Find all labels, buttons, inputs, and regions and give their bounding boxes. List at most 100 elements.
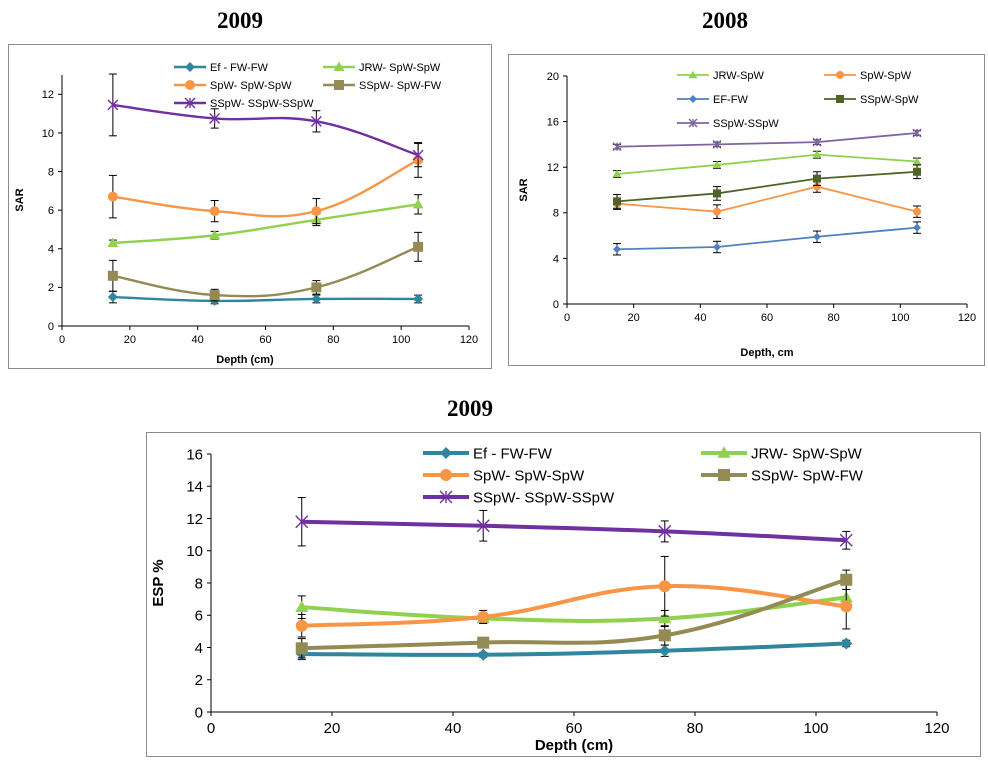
esp2009-y-tick-label: 12 (186, 511, 203, 528)
sar2008-legend-sspw-sspw-swatch-marker (688, 118, 698, 128)
sar2008-series-ef-fw-point (913, 223, 921, 232)
sar2009-series-spw-spw-spw-line (112, 158, 419, 218)
esp2009-series-sspw-spw-fw-point (295, 642, 308, 655)
sar2008-series-sspw-sspw-line (616, 132, 918, 148)
esp-2009-chart-panel: 0 20 40 60 80 100 120 0 2 4 6 8 10 12 14 16 Depth (cm) ES… (146, 432, 981, 757)
esp-2009-chart: 0 20 40 60 80 100 120 0 2 4 6 8 10 12 14 16 Depth (cm) ES… (150, 445, 950, 754)
sar2008-x-tick-label: 40 (694, 312, 706, 324)
sar2009-series-jrw-spw-spw-point (209, 229, 221, 240)
sar2009-series-sspw-sspw-sspw-line (112, 103, 419, 157)
sar2008-y-tick-label: 0 (553, 299, 559, 311)
sar2009-series-ef-fw-fw-point (107, 292, 118, 303)
sar2008-legend-ef-fw-swatch-marker (689, 95, 697, 103)
sar2009-legend-sspw-spw-fw: SSpW- SpW-FW (323, 80, 442, 92)
esp2009-legend-ef-fw-fw: Ef - FW-FW (423, 445, 553, 462)
sar2008-series-jrw-spw-point (612, 169, 622, 178)
sar2009-series-ef-fw-fw-line (112, 295, 419, 303)
sar2009-series-sspw-sspw-sspw-point (209, 112, 221, 124)
sar-2008-chart: 0 20 40 60 80 100 120 0 4 8 12 16 20 Depth, cm SAR JRW-… (518, 70, 976, 359)
sar2008-legend-ef-fw: EF-FW (677, 94, 748, 106)
sar2009-legend-sspw-sspw-sspw-label: SSpW- SSpW-SSpW (210, 98, 314, 110)
sar2009-series-sspw-spw-fw-line (112, 245, 419, 298)
sar2008-series-sspw-spw-line (616, 170, 918, 203)
sar2008-series-jrw-spw (612, 150, 922, 178)
sar2009-legend-sspw-sspw-sspw-swatch-marker (184, 97, 196, 109)
esp2009-x-tick-label: 120 (924, 720, 949, 737)
sar2008-series-ef-fw-line (616, 226, 918, 251)
sar2008-legend-spw-spw-label: SpW-SpW (860, 70, 912, 82)
sar2008-x-tick-label: 20 (628, 312, 640, 324)
esp2009-series-spw-spw-spw-point (477, 610, 490, 623)
esp2009-series-spw-spw-spw-point (840, 600, 853, 613)
esp2009-legend-sspw-sspw-sspw-label: SSpW- SSpW-SSpW (473, 489, 615, 506)
esp2009-series-ef-fw-fw-point (477, 648, 490, 661)
sar2009-y-tick-label: 0 (48, 321, 54, 333)
esp2009-y-tick-label: 10 (186, 543, 203, 560)
sar2008-legend-jrw-spw-swatch-marker (688, 70, 698, 79)
esp2009-series-sspw-spw-fw (295, 569, 853, 659)
sar2008-series-spw-spw-line (616, 185, 918, 213)
sar2008-y-tick-label: 4 (553, 253, 559, 265)
esp2009-series-jrw-spw-spw-point (658, 611, 672, 624)
sar2008-legend-ef-fw-label: EF-FW (713, 94, 748, 106)
esp2009-x-axis-label: Depth (cm) (535, 737, 613, 754)
sar2008-y-axis-label: SAR (518, 178, 530, 201)
sar2008-series-sspw-spw-point (613, 197, 621, 206)
sar2009-series-sspw-sspw-sspw (107, 73, 424, 168)
esp2009-legend-ef-fw-fw-label: Ef - FW-FW (473, 445, 553, 462)
sar2009-legend-jrw-spw-spw-label: JRW- SpW-SpW (359, 62, 441, 74)
esp2009-series-sspw-sspw-sspw (295, 497, 853, 550)
esp2009-legend-spw-spw-spw-label: SpW- SpW-SpW (473, 467, 585, 484)
esp2009-legend-spw-spw-spw-swatch-marker (440, 469, 452, 481)
esp2009-series-sspw-spw-fw-line (301, 577, 847, 651)
sar2008-legend-spw-spw-swatch-marker (836, 71, 844, 79)
sar2009-legend-ef-fw-fw: Ef - FW-FW (174, 62, 268, 74)
esp2009-series-spw-spw-spw-point (658, 580, 671, 593)
sar2008-x-axis-label: Depth, cm (740, 347, 793, 359)
sar2008-legend-sspw-spw-swatch-marker (836, 95, 844, 103)
sar2009-series-sspw-spw-fw (107, 231, 424, 302)
chart-title-sar-2008: 2008 (702, 8, 748, 33)
esp2009-legend-jrw-spw-spw-label: JRW- SpW-SpW (751, 445, 863, 462)
sar2009-legend-jrw-spw-spw-swatch-marker (333, 61, 345, 71)
esp2009-series-sspw-spw-fw-point (840, 573, 853, 586)
esp2009-series-sspw-sspw-sspw-point (295, 515, 309, 529)
sar2008-series-sspw-sspw-point (912, 128, 922, 138)
esp2009-y-tick-label: 4 (195, 640, 203, 657)
sar2009-series-ef-fw-fw (107, 290, 424, 306)
esp2009-series-sspw-sspw-sspw-point (476, 519, 490, 533)
sar-2009-chart: 0 20 40 60 80 100 120 0 2 4 6 8 10 12 Depth (cm) SAR Ef … (14, 61, 478, 366)
esp2009-y-tick-label: 16 (186, 446, 203, 463)
sar2009-series-jrw-spw-spw-point (107, 237, 119, 247)
sar2008-x-tick-label: 0 (564, 312, 570, 324)
esp2009-legend-sspw-spw-fw-label: SSpW- SpW-FW (751, 467, 864, 484)
esp2009-series-spw-spw-spw-point (295, 619, 308, 632)
sar2009-y-axis-label: SAR (14, 188, 26, 211)
sar2008-series-sspw-spw (613, 164, 921, 209)
sar2009-series-sspw-spw-fw-point (311, 282, 322, 293)
sar2009-y-tick-label: 12 (42, 89, 54, 101)
sar2009-series-ef-fw-fw-point (311, 293, 322, 304)
esp2009-series-jrw-spw-spw-point (295, 600, 309, 612)
esp2009-x-tick-label: 80 (687, 720, 704, 737)
sar2009-y-tick-label: 2 (48, 282, 54, 294)
sar2008-y-tick-label: 16 (547, 116, 559, 128)
sar2008-series-sspw-spw-point (713, 189, 721, 198)
esp2009-series-ef-fw-fw-line (301, 641, 847, 657)
chart-title-sar-2009: 2009 (217, 8, 263, 33)
esp2009-series-sspw-spw-fw-point (477, 636, 490, 649)
sar2008-series-sspw-sspw-point (712, 139, 722, 149)
sar2008-legend-sspw-sspw: SSpW-SSpW (677, 118, 779, 130)
esp2009-x-tick-label: 0 (207, 720, 215, 737)
sar2008-series-spw-spw-point (713, 207, 721, 216)
sar2008-legend-sspw-spw: SSpW-SpW (824, 94, 919, 106)
sar2008-series-spw-spw-point (813, 182, 821, 191)
sar2009-x-tick-label: 40 (192, 334, 204, 346)
sar2008-series-ef-fw-point (813, 232, 821, 241)
sar2008-series-ef-fw-point (613, 245, 621, 254)
sar2008-series-jrw-spw-point (912, 157, 922, 165)
sar2009-x-tick-label: 80 (327, 334, 339, 346)
sar2009-legend-sspw-spw-fw-label: SSpW- SpW-FW (359, 80, 442, 92)
sar2009-y-tick-label: 4 (48, 244, 54, 256)
esp2009-series-spw-spw-spw (295, 555, 853, 638)
